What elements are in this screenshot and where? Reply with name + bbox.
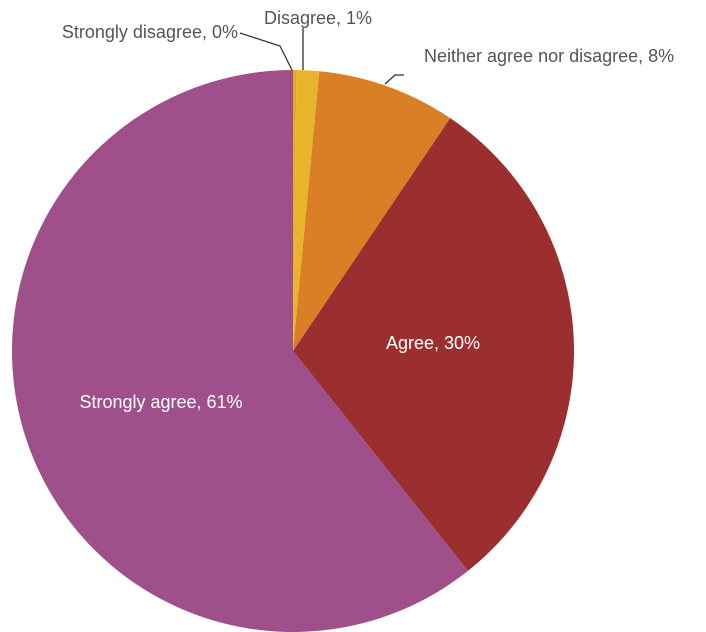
pie-slice-disagree (293, 70, 320, 352)
slice-label-neither: Neither agree nor disagree, 8% (424, 46, 674, 66)
slice-label-disagree: Disagree, 1% (264, 8, 372, 28)
pie-slices (12, 69, 575, 632)
pie-slice-agree (293, 118, 575, 571)
leader-line-neither (384, 74, 404, 85)
pie-slice-strongly-agree (12, 70, 468, 632)
slice-label-strongly-agree: Strongly agree, 61% (79, 392, 242, 412)
pie-slice-strongly-disagree (293, 69, 297, 352)
pie-slice-neither (293, 71, 451, 351)
leader-line-strongly-disagree (239, 32, 293, 71)
slice-label-strongly-disagree: Strongly disagree, 0% (62, 22, 238, 42)
slice-label-agree: Agree, 30% (386, 333, 480, 353)
